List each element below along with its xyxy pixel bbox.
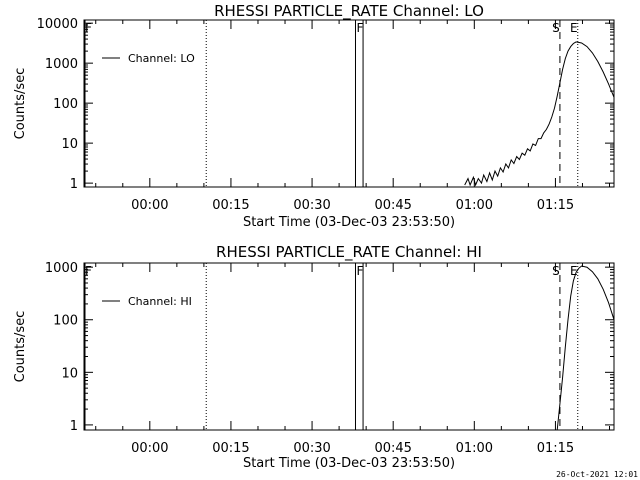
marker-label: F bbox=[356, 21, 363, 35]
y-tick-label: 100 bbox=[53, 97, 78, 112]
x-tick-label: 00:30 bbox=[293, 441, 330, 456]
marker-label: F bbox=[85, 21, 92, 35]
flag-box-marker bbox=[354, 19, 364, 188]
y-tick-label: 1 bbox=[70, 419, 78, 434]
x-tick-label: 00:00 bbox=[131, 441, 168, 456]
y-axis-label: Counts/sec bbox=[13, 68, 28, 140]
x-axis-label: Start Time (03-Dec-03 23:53:50) bbox=[243, 215, 455, 230]
x-tick-label: 00:15 bbox=[212, 441, 249, 456]
marker-label: E bbox=[570, 264, 578, 278]
marker-label: F bbox=[85, 264, 92, 278]
x-tick-label: 00:45 bbox=[374, 441, 411, 456]
plot-frame bbox=[83, 262, 615, 431]
x-tick-label: 00:00 bbox=[131, 198, 168, 213]
legend-label: Channel: HI bbox=[128, 295, 192, 308]
y-tick-label: 1000 bbox=[45, 261, 78, 276]
y-tick-label: 100 bbox=[53, 314, 78, 329]
x-tick-label: 01:15 bbox=[537, 441, 574, 456]
flag-box-marker bbox=[354, 262, 364, 431]
series-line bbox=[464, 41, 614, 187]
x-tick-label: 00:15 bbox=[212, 198, 249, 213]
x-tick-label: 01:00 bbox=[456, 198, 493, 213]
y-tick-label: 1 bbox=[70, 177, 78, 192]
marker-label: S bbox=[552, 21, 560, 35]
marker-label: E bbox=[570, 21, 578, 35]
footer-timestamp: 26-Oct-2021 12:01 bbox=[556, 470, 638, 479]
x-tick-label: 00:45 bbox=[374, 198, 411, 213]
marker-label: F bbox=[356, 264, 363, 278]
y-tick-label: 10 bbox=[61, 137, 78, 152]
chart-title: RHESSI PARTICLE_RATE Channel: HI bbox=[216, 243, 482, 262]
y-axis-label: Counts/sec bbox=[13, 311, 28, 383]
y-tick-label: 10 bbox=[61, 366, 78, 381]
flag-box-marker bbox=[83, 262, 86, 431]
plot-frame bbox=[83, 19, 615, 188]
y-tick-label: 10000 bbox=[37, 17, 78, 32]
x-tick-label: 01:15 bbox=[537, 198, 574, 213]
marker-label: S bbox=[552, 264, 560, 278]
series-line bbox=[556, 265, 614, 430]
x-tick-label: 01:00 bbox=[456, 441, 493, 456]
x-axis-label: Start Time (03-Dec-03 23:53:50) bbox=[243, 456, 455, 471]
chart-title: RHESSI PARTICLE_RATE Channel: LO bbox=[214, 2, 484, 21]
x-tick-label: 00:30 bbox=[293, 198, 330, 213]
series-group bbox=[556, 265, 614, 430]
series-group bbox=[464, 41, 614, 187]
legend-label: Channel: LO bbox=[128, 52, 195, 65]
y-tick-label: 1000 bbox=[45, 57, 78, 72]
flag-box-marker bbox=[83, 19, 86, 188]
